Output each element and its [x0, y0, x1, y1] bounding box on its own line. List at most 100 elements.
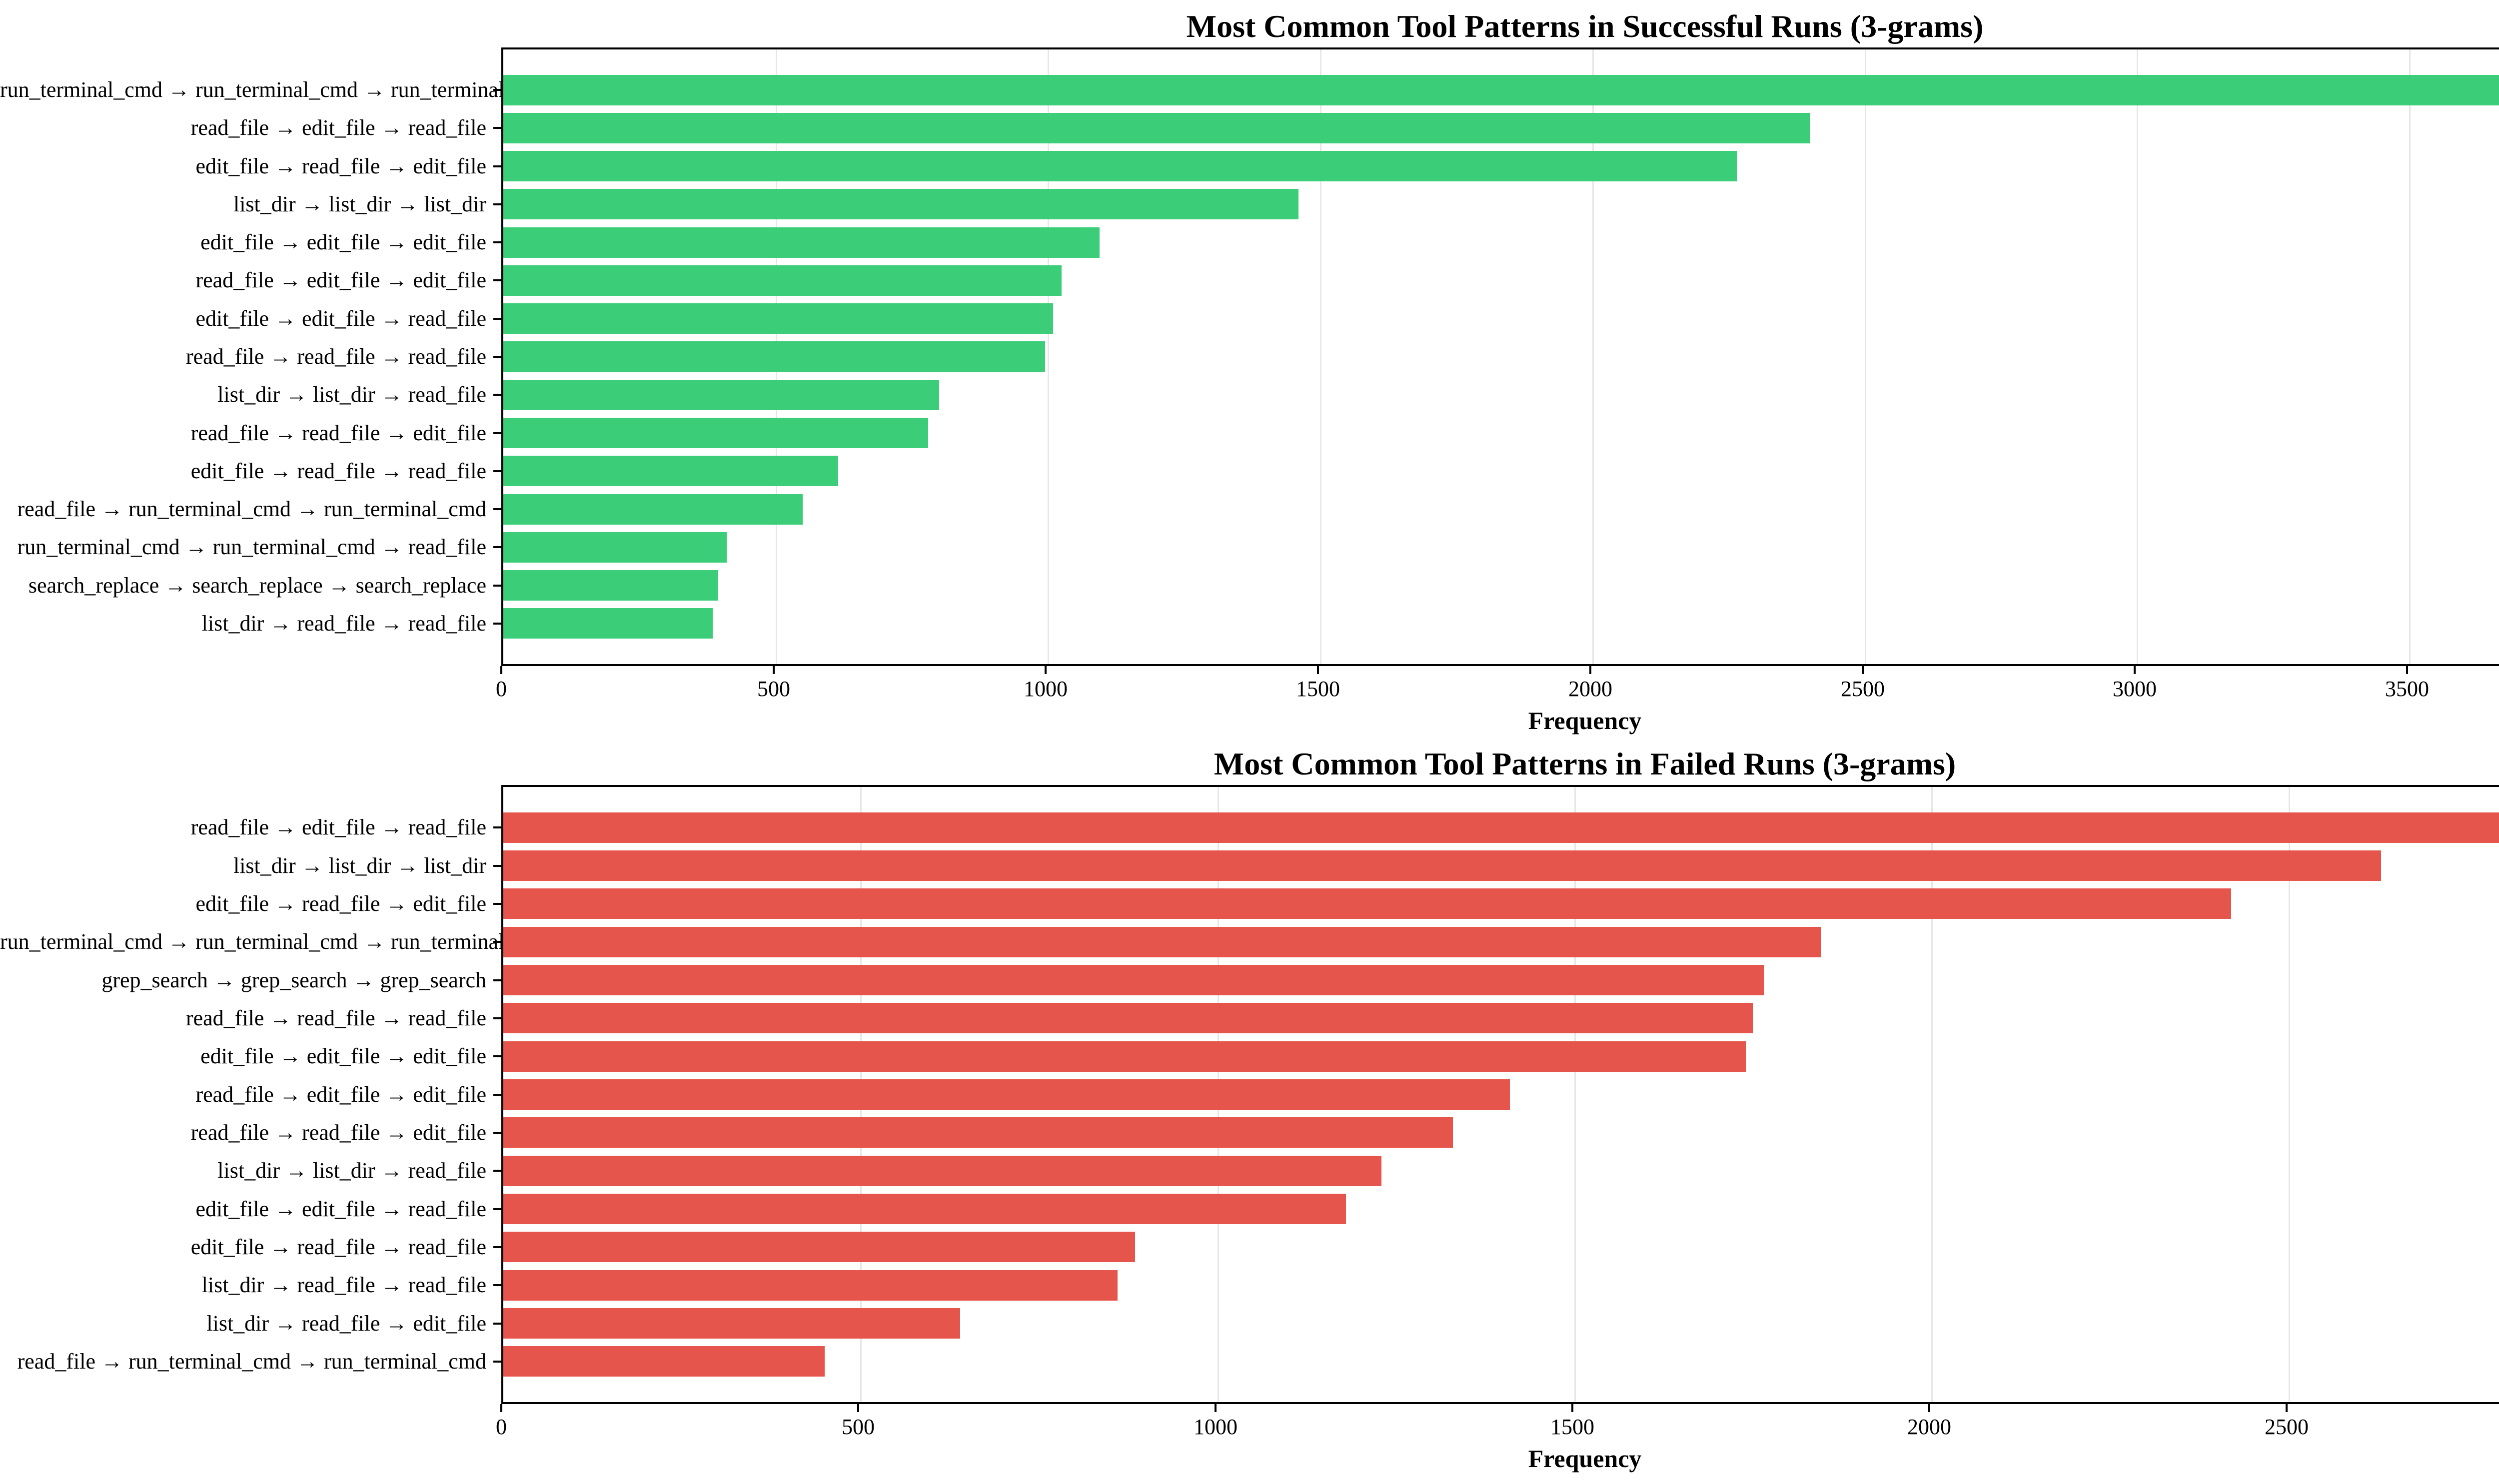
- x-axis-tick: [773, 666, 775, 674]
- y-tick-label: read_file → edit_file → read_file: [190, 815, 486, 839]
- chart-title: Most Common Tool Patterns in Failed Runs…: [1214, 746, 1956, 781]
- x-tick-label: 2000: [1568, 677, 1612, 701]
- y-axis-tick: [493, 1246, 501, 1248]
- y-tick-label: list_dir → list_dir → list_dir: [233, 853, 486, 878]
- bar: [503, 1041, 1746, 1072]
- y-axis-tick: [493, 979, 501, 981]
- bar: [503, 850, 2381, 881]
- x-axis-label: Frequency: [1528, 707, 1642, 735]
- y-tick-label: edit_file → read_file → read_file: [190, 1235, 486, 1259]
- y-tick-label: list_dir → read_file → read_file: [201, 1273, 486, 1297]
- x-tick-label: 1000: [1024, 677, 1068, 701]
- y-axis-tick: [493, 470, 501, 472]
- gridline: [1574, 787, 1576, 1402]
- x-tick-label: 2500: [1841, 677, 1885, 701]
- x-tick-label: 1500: [1296, 677, 1340, 701]
- y-tick-label: list_dir → read_file → read_file: [201, 611, 486, 636]
- y-tick-label: edit_file → edit_file → read_file: [195, 306, 486, 331]
- y-axis-tick: [493, 1284, 501, 1286]
- x-tick-label: 1000: [1194, 1415, 1238, 1439]
- y-axis-tick: [493, 356, 501, 358]
- y-axis-tick: [493, 394, 501, 396]
- y-tick-label: grep_search → grep_search → grep_search: [101, 968, 486, 992]
- gridline: [1320, 49, 1321, 664]
- y-axis-tick: [493, 1323, 501, 1325]
- x-tick-label: 500: [757, 677, 790, 701]
- bar: [503, 1117, 1453, 1148]
- bar: [503, 1079, 1510, 1110]
- bar: [503, 570, 718, 601]
- bar: [503, 189, 1298, 219]
- y-tick-label: read_file → edit_file → read_file: [190, 115, 486, 140]
- x-axis-tick: [2406, 666, 2408, 674]
- bar: [503, 812, 2499, 843]
- y-axis-tick: [493, 89, 501, 91]
- bar: [503, 608, 713, 639]
- bar: [503, 1270, 1118, 1301]
- bar: [503, 1003, 1753, 1033]
- y-tick-label: read_file → read_file → read_file: [185, 1006, 486, 1030]
- y-axis-tick: [493, 318, 501, 320]
- y-tick-label: read_file → read_file → read_file: [185, 344, 486, 369]
- y-axis-tick: [493, 546, 501, 548]
- bar: [503, 265, 1062, 296]
- x-axis-tick: [1215, 1404, 1217, 1412]
- y-tick-label: list_dir → list_dir → read_file: [217, 382, 486, 407]
- y-axis-tick: [493, 1017, 501, 1019]
- y-tick-label: read_file → read_file → edit_file: [190, 1120, 486, 1145]
- bar: [503, 1156, 1381, 1186]
- plot-area: [501, 785, 2499, 1404]
- bar: [503, 1346, 825, 1377]
- gridline: [2137, 49, 2138, 664]
- x-axis-tick: [500, 666, 502, 674]
- bar: [503, 75, 2499, 105]
- y-tick-label: read_file → edit_file → edit_file: [195, 268, 486, 292]
- x-tick-label: 0: [496, 1415, 507, 1439]
- x-tick-label: 2500: [2265, 1415, 2309, 1439]
- y-tick-label: read_file → run_terminal_cmd → run_termi…: [17, 1349, 486, 1374]
- x-axis-tick: [1045, 666, 1047, 674]
- y-tick-label: edit_file → edit_file → read_file: [195, 1197, 486, 1221]
- gridline: [1592, 49, 1594, 664]
- bar: [503, 1194, 1346, 1224]
- bar: [503, 1308, 960, 1339]
- x-tick-label: 2000: [1907, 1415, 1951, 1439]
- y-axis-tick: [493, 1055, 501, 1057]
- gridline: [1865, 49, 1866, 664]
- x-axis-tick: [500, 1404, 502, 1412]
- bar: [503, 494, 803, 525]
- y-tick-label: edit_file → read_file → edit_file: [195, 154, 486, 178]
- y-axis-tick: [493, 508, 501, 510]
- y-tick-label: list_dir → list_dir → list_dir: [233, 192, 486, 216]
- y-tick-label: search_replace → search_replace → search…: [28, 573, 486, 598]
- y-axis-tick: [493, 585, 501, 587]
- bar: [503, 532, 727, 563]
- y-axis-tick: [493, 127, 501, 129]
- bar: [503, 303, 1053, 334]
- x-tick-label: 500: [842, 1415, 875, 1439]
- bar: [503, 965, 1764, 995]
- y-axis-tick: [493, 941, 501, 943]
- y-tick-label: run_terminal_cmd → run_terminal_cmd → ru…: [0, 929, 554, 954]
- bar: [503, 380, 939, 410]
- x-axis-tick: [1862, 666, 1864, 674]
- y-axis-tick: [493, 1208, 501, 1210]
- y-tick-label: run_terminal_cmd → run_terminal_cmd → re…: [17, 535, 486, 559]
- gridline: [1931, 787, 1933, 1402]
- x-axis-tick: [2134, 666, 2136, 674]
- y-axis-tick: [493, 1094, 501, 1096]
- y-axis-tick: [493, 826, 501, 828]
- bar: [503, 113, 1810, 143]
- gridline: [2289, 787, 2290, 1402]
- bar: [503, 927, 1821, 957]
- x-axis-tick: [2286, 1404, 2288, 1412]
- x-axis-tick: [857, 1404, 859, 1412]
- y-tick-label: edit_file → edit_file → edit_file: [200, 230, 486, 254]
- bar: [503, 151, 1737, 181]
- x-axis-label: Frequency: [1528, 1445, 1642, 1473]
- y-tick-label: list_dir → list_dir → read_file: [217, 1158, 486, 1183]
- y-axis-tick: [493, 865, 501, 867]
- bar: [503, 456, 838, 486]
- bar: [503, 227, 1100, 258]
